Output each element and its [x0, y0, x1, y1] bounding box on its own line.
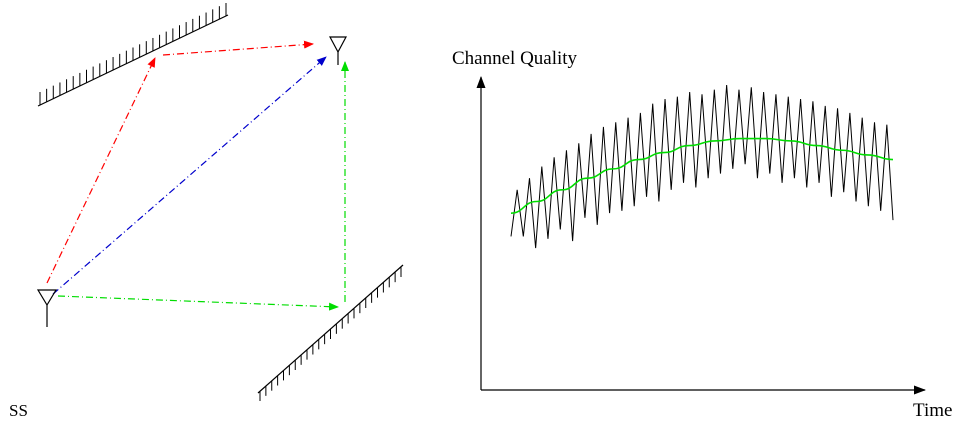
reflected-path-top-1 — [46, 57, 156, 284]
subscriber-station-antenna-icon — [36, 289, 58, 327]
y-axis-label: Channel Quality — [452, 48, 578, 69]
bottom-reflector — [257, 264, 404, 401]
x-axis-label: Time — [913, 400, 952, 421]
channel-quality-chart: Channel Quality Time — [452, 48, 952, 421]
top-reflector — [37, 3, 229, 107]
fast-fading-series-line — [510, 84, 894, 249]
propagation-diagram: SS — [9, 3, 404, 420]
average-quality-series-line — [510, 137, 894, 214]
ss-label: SS — [9, 401, 28, 420]
direct-path — [52, 56, 327, 295]
base-station-antenna-icon — [329, 36, 347, 65]
reflected-path-top-2 — [162, 40, 314, 56]
reflected-path-bottom-1 — [57, 295, 339, 311]
